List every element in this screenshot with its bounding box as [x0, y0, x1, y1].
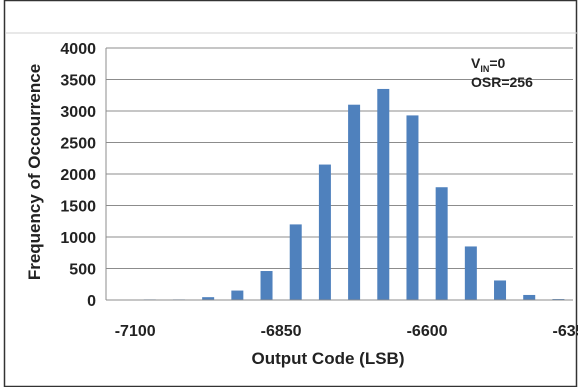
annotation-vin-main: V [471, 55, 481, 71]
y-tick-label: 4000 [60, 41, 96, 58]
annotation-osr: OSR=256 [471, 74, 533, 90]
x-tick-labels: -7100 -6850 -6600 -6350 [115, 323, 578, 340]
annotation-vin-rest: =0 [489, 55, 505, 71]
y-tick-label: 1500 [60, 199, 96, 216]
histogram-bar [260, 271, 273, 300]
histogram-bar [435, 187, 448, 300]
annotation-vin-sub: IN [480, 64, 489, 74]
y-axis-title: Frequency of Occourrence [25, 64, 44, 280]
y-tick-label: 1000 [60, 230, 96, 247]
histogram-bar [494, 280, 507, 300]
y-tick-label: 3000 [60, 104, 96, 121]
histogram-bar [231, 290, 244, 300]
histogram-bar [202, 297, 215, 300]
grid-lines [106, 47, 573, 269]
y-tick-label: 500 [69, 262, 96, 279]
histogram-bar [464, 246, 477, 300]
annotation-vin: VIN=0 [471, 55, 506, 74]
y-tick-label: 2500 [60, 136, 96, 153]
y-tick-label: 2000 [60, 167, 96, 184]
histogram-bar [289, 224, 302, 300]
histogram-bar [318, 164, 331, 300]
bar-series [143, 88, 565, 300]
histogram-bar [377, 88, 390, 300]
y-tick-label: 3500 [60, 73, 96, 90]
histogram-bar [348, 104, 361, 300]
x-tick-label: -7100 [115, 323, 156, 340]
x-axis-title: Output Code (LSB) [252, 349, 405, 368]
y-tick-label: 0 [87, 293, 96, 310]
axes [105, 48, 573, 301]
histogram-bar [406, 115, 419, 300]
y-tick-labels: 0 500 1000 1500 2000 2500 3000 3500 4000 [60, 41, 96, 310]
histogram-bar [523, 294, 536, 300]
x-tick-label: -6850 [261, 323, 302, 340]
x-tick-label: -6600 [407, 323, 448, 340]
x-tick-label: -6350 [553, 323, 578, 340]
